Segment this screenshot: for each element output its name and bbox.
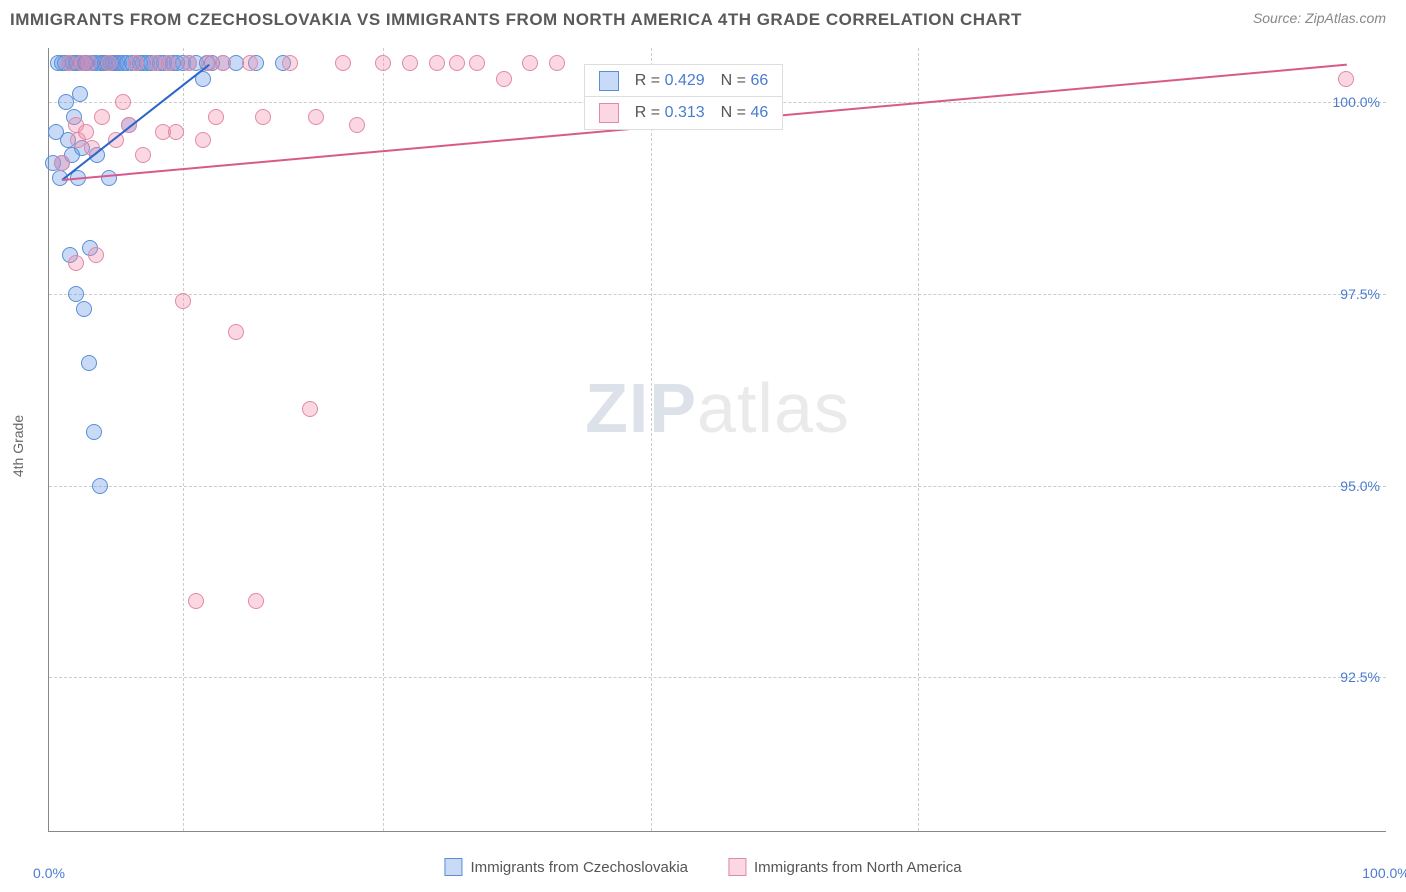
scatter-point (522, 55, 538, 71)
scatter-point (242, 55, 258, 71)
stats-box: R = 0.429 N = 66 (584, 64, 783, 98)
legend-item: Immigrants from North America (728, 858, 962, 876)
scatter-point (54, 155, 70, 171)
y-tick-label: 97.5% (1340, 286, 1380, 302)
scatter-point (175, 293, 191, 309)
stats-n-label: N = 46 (721, 104, 769, 122)
scatter-point (135, 147, 151, 163)
scatter-point (86, 424, 102, 440)
scatter-point (282, 55, 298, 71)
scatter-point (168, 124, 184, 140)
watermark-zip: ZIP (585, 369, 697, 447)
x-tick-label: 100.0% (1362, 865, 1406, 881)
gridline-v (651, 48, 652, 831)
y-tick-label: 100.0% (1333, 94, 1380, 110)
y-axis-label: 4th Grade (10, 415, 26, 477)
scatter-point (88, 247, 104, 263)
gridline-h (49, 294, 1386, 295)
scatter-point (308, 109, 324, 125)
stats-swatch (599, 71, 619, 91)
watermark: ZIPatlas (585, 368, 850, 448)
scatter-point (335, 55, 351, 71)
scatter-point (375, 55, 391, 71)
scatter-point (469, 55, 485, 71)
scatter-point (101, 55, 117, 71)
legend-swatch (728, 858, 746, 876)
legend-swatch (444, 858, 462, 876)
legend-label: Immigrants from North America (754, 859, 962, 876)
scatter-point (188, 593, 204, 609)
scatter-point (248, 593, 264, 609)
scatter-point (78, 124, 94, 140)
chart-title: IMMIGRANTS FROM CZECHOSLOVAKIA VS IMMIGR… (10, 10, 1022, 30)
scatter-point (1338, 71, 1354, 87)
y-tick-label: 95.0% (1340, 478, 1380, 494)
scatter-point (181, 55, 197, 71)
scatter-point (68, 255, 84, 271)
scatter-point (255, 109, 271, 125)
scatter-point (68, 286, 84, 302)
scatter-point (128, 55, 144, 71)
scatter-point (161, 55, 177, 71)
stats-r-label: R = 0.313 (635, 104, 705, 122)
source-attribution: Source: ZipAtlas.com (1253, 10, 1386, 26)
scatter-point (76, 301, 92, 317)
scatter-point (349, 117, 365, 133)
stats-n-label: N = 66 (721, 72, 769, 90)
gridline-v (383, 48, 384, 831)
scatter-point (72, 86, 88, 102)
plot-area: ZIPatlas 92.5%95.0%97.5%100.0%0.0%100.0%… (48, 48, 1386, 832)
y-tick-label: 92.5% (1340, 669, 1380, 685)
scatter-point (115, 94, 131, 110)
scatter-point (402, 55, 418, 71)
scatter-point (449, 55, 465, 71)
stats-r-label: R = 0.429 (635, 72, 705, 90)
scatter-point (195, 132, 211, 148)
legend: Immigrants from Czechoslovakia Immigrants… (444, 858, 961, 876)
scatter-point (94, 109, 110, 125)
scatter-point (92, 478, 108, 494)
chart-container: ZIPatlas 92.5%95.0%97.5%100.0%0.0%100.0%… (48, 48, 1386, 832)
gridline-v (183, 48, 184, 831)
scatter-point (429, 55, 445, 71)
scatter-point (215, 55, 231, 71)
legend-item: Immigrants from Czechoslovakia (444, 858, 688, 876)
trend-line (62, 64, 210, 181)
scatter-point (302, 401, 318, 417)
gridline-h (49, 677, 1386, 678)
scatter-point (549, 55, 565, 71)
scatter-point (228, 324, 244, 340)
scatter-point (101, 170, 117, 186)
scatter-point (208, 109, 224, 125)
gridline-h (49, 486, 1386, 487)
scatter-point (81, 55, 97, 71)
legend-label: Immigrants from Czechoslovakia (470, 859, 688, 876)
scatter-point (496, 71, 512, 87)
watermark-atlas: atlas (697, 369, 850, 447)
scatter-point (81, 355, 97, 371)
gridline-v (918, 48, 919, 831)
stats-box: R = 0.313 N = 46 (584, 96, 783, 130)
x-tick-label: 0.0% (33, 865, 65, 881)
stats-swatch (599, 103, 619, 123)
